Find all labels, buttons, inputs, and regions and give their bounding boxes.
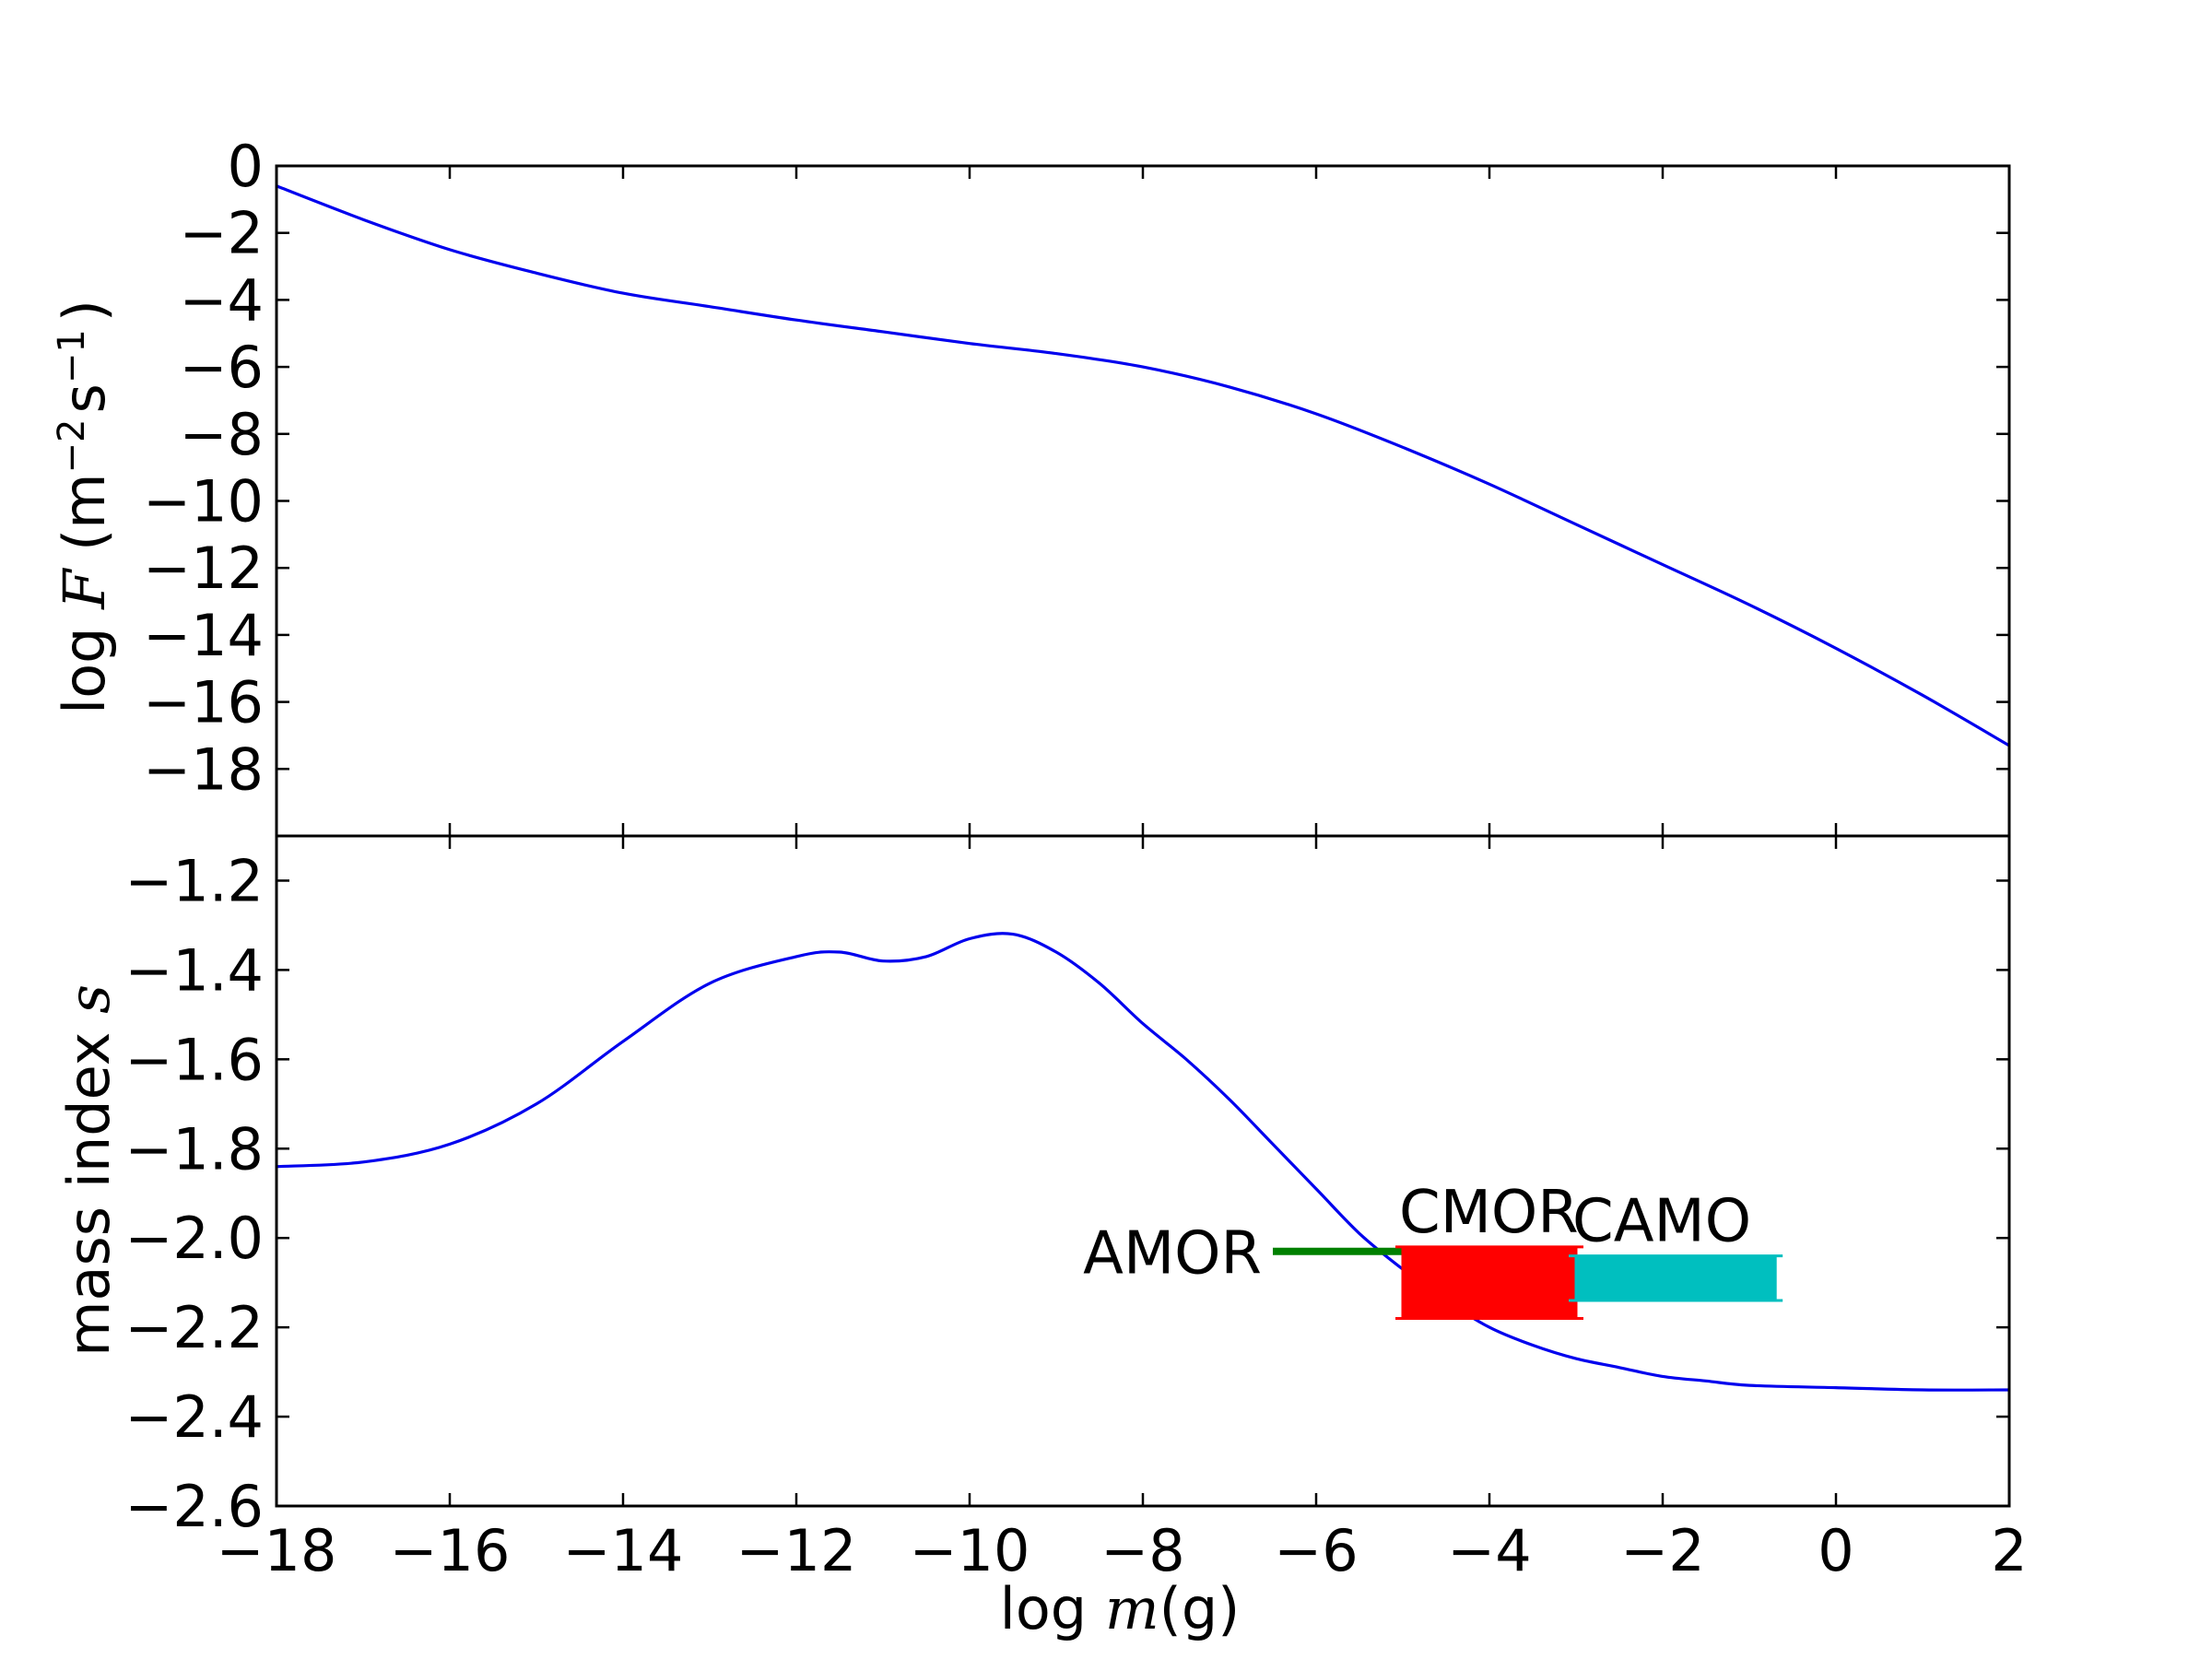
top-plot-frame <box>275 164 2011 838</box>
bottom-ytick-label: −2.4 <box>124 1383 264 1451</box>
bottom-ticks: −1.2 −1.4 −1.6 −1.8 −2.0 −2.2 −2.4 −2.6−18 −16 −1… <box>124 836 2028 1584</box>
x-axis-label: log m(g) <box>1000 1575 1241 1642</box>
xtick-label: −12 <box>736 1517 857 1584</box>
bottom-y-axis-label-prefix: mass index <box>55 1014 123 1357</box>
top-ytick-label: 0 <box>228 133 264 200</box>
top-ytick-label: −10 <box>143 468 264 535</box>
bottom-series-line-0 <box>276 932 2010 1392</box>
amor-label: AMOR <box>1083 1220 1262 1288</box>
top-ytick-label: −18 <box>143 735 264 803</box>
bottom-ytick-label: −2.2 <box>124 1294 264 1361</box>
top-ytick-label: −8 <box>180 401 264 468</box>
camo-range-box <box>1576 1255 1776 1301</box>
bottom-y-axis-label: mass index s <box>55 984 123 1357</box>
top-y-axis-label-unit-open: (m <box>51 473 118 569</box>
xtick-label: −14 <box>563 1517 684 1584</box>
top-ytick-label: −12 <box>143 535 264 602</box>
xtick-label: −18 <box>217 1517 337 1584</box>
xtick-label: −16 <box>390 1517 511 1584</box>
camo-label: CAMO <box>1572 1188 1751 1256</box>
top-ytick-label: −14 <box>143 602 264 669</box>
bottom-plot-frame <box>275 834 2011 1508</box>
bottom-ytick-label: −2.6 <box>124 1473 264 1540</box>
top-y-axis-label-sup2: −1 <box>51 329 93 383</box>
cmor-range-box <box>1403 1246 1576 1319</box>
top-y-axis-label-close: ) <box>51 300 118 322</box>
top-ytick-label: −4 <box>180 266 264 334</box>
xtick-label: −10 <box>910 1517 1030 1584</box>
x-axis-label-prefix: log <box>1000 1575 1105 1642</box>
x-axis-label-symbol: m <box>1105 1575 1159 1642</box>
bottom-ytick-label: −1.8 <box>124 1115 264 1182</box>
xtick-label: −2 <box>1620 1517 1704 1584</box>
top-y-axis-label-mid: s <box>51 383 118 413</box>
top-panel: 0−2−4−6−8−10−12−14−16−18 log F (m−2s−1) <box>51 133 2011 838</box>
xtick-label: 0 <box>1818 1517 1853 1584</box>
top-y-axis-label-sup1: −2 <box>51 418 93 473</box>
bottom-y-axis-label-symbol: s <box>55 984 123 1014</box>
top-ytick-label: −2 <box>180 200 264 267</box>
bottom-ytick-label: −1.6 <box>124 1026 264 1093</box>
top-curve-layer <box>276 184 2010 747</box>
xtick-label: −8 <box>1100 1517 1184 1584</box>
top-ytick-label: −6 <box>180 334 264 401</box>
top-y-axis-label-symbol: F <box>51 568 118 610</box>
x-axis-label-unit: (g) <box>1159 1575 1241 1642</box>
xtick-label: 2 <box>1991 1517 2027 1584</box>
top-y-axis-label: log F (m−2 s−1) <box>51 300 118 714</box>
bottom-ytick-label: −2.0 <box>124 1205 264 1272</box>
top-ticks: 0−2−4−6−8−10−12−14−16−18 <box>143 133 2011 836</box>
bottom-ytick-label: −1.4 <box>124 936 264 1004</box>
top-series-line-0 <box>276 184 2010 747</box>
xtick-label: −6 <box>1274 1517 1358 1584</box>
top-ytick-label: −16 <box>143 669 264 736</box>
xtick-label: −4 <box>1447 1517 1531 1584</box>
bottom-curve-layer <box>276 932 2010 1392</box>
bottom-ytick-label: −1.2 <box>124 847 264 914</box>
top-y-axis-label-prefix: log <box>51 609 118 714</box>
cmor-label: CMOR <box>1399 1179 1579 1247</box>
